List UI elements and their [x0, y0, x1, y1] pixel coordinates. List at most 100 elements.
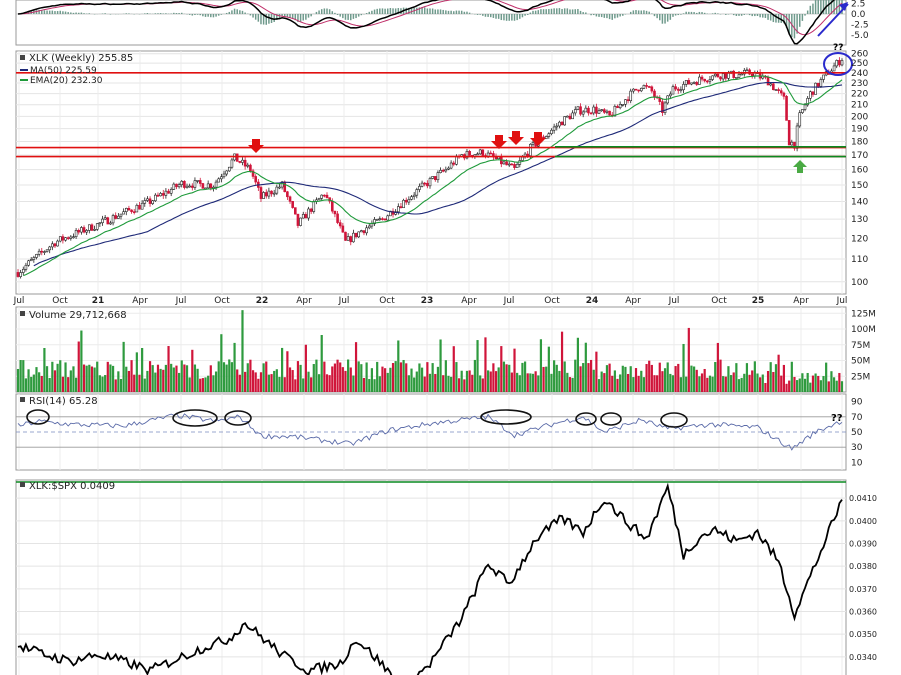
volume-bar: [616, 378, 619, 392]
candle-body: [835, 60, 839, 67]
candle-body: [669, 93, 672, 97]
x-tick-label: Jul: [836, 296, 848, 306]
candle-body: [684, 80, 688, 85]
volume-bar: [307, 371, 310, 392]
volume-bar: [19, 359, 22, 392]
volume-bar: [77, 341, 80, 392]
volume-bar: [568, 377, 572, 392]
candle-body: [341, 225, 345, 233]
volume-bar: [780, 375, 783, 392]
price-y-tick: 110: [851, 255, 868, 265]
volume-bar: [444, 360, 447, 392]
candle-body: [785, 96, 788, 121]
candle-body: [420, 182, 424, 187]
candle-body: [391, 210, 395, 215]
candle-body: [703, 78, 706, 82]
volume-bar: [703, 368, 706, 392]
candle-body: [840, 60, 844, 66]
volume-bar: [579, 366, 582, 392]
volume-bar: [257, 378, 260, 392]
price-y-tick: 220: [851, 90, 868, 100]
candle-body: [309, 208, 313, 212]
volume-bar: [230, 362, 234, 392]
trend-arrow-head: [839, 2, 848, 11]
volume-bar: [236, 369, 239, 392]
volume-bar: [537, 375, 540, 392]
volume-bar: [114, 379, 117, 392]
candle-body: [521, 156, 524, 161]
candle-body: [291, 201, 294, 208]
candle-body: [333, 210, 337, 215]
x-tick-label: Oct: [711, 296, 727, 306]
candle-body: [143, 200, 147, 204]
volume-bar: [365, 362, 368, 392]
volume-bar: [679, 377, 682, 392]
volume-bar: [555, 364, 558, 392]
candle-body: [119, 213, 123, 217]
candle-body: [587, 107, 590, 114]
candle-body: [616, 106, 619, 109]
rsi-y-tick: 50: [851, 428, 863, 438]
candle-body: [183, 180, 186, 188]
volume-bar: [510, 372, 513, 392]
price-panel-bg: [15, 50, 847, 295]
volume-bar: [225, 364, 228, 392]
volume-bar: [708, 375, 712, 392]
volume-bar: [154, 372, 157, 392]
volume-bar: [582, 363, 585, 392]
ma50-legend: MA(50) 225.59: [30, 66, 97, 76]
candle-body: [283, 181, 287, 193]
volume-bar: [605, 365, 609, 392]
volume-bar: [64, 362, 67, 392]
volume-bar: [529, 373, 532, 392]
volume-bar: [312, 364, 315, 392]
volume-bar: [302, 378, 305, 392]
candle-body: [21, 268, 25, 273]
price-y-tick: 250: [851, 59, 868, 69]
volume-bar: [59, 360, 62, 392]
candle-body: [822, 74, 825, 80]
candle-body: [19, 272, 22, 277]
volume-bar: [178, 372, 181, 392]
ratio-legend: XLK:$SPX 0.0409: [20, 481, 115, 492]
candle-body: [77, 230, 81, 233]
volume-bar: [727, 366, 730, 392]
volume-bar: [133, 374, 136, 392]
candle-body: [439, 170, 442, 173]
support-resistance-lines: [16, 72, 846, 158]
candle-body: [576, 106, 580, 110]
candle-body: [713, 73, 717, 77]
volume-bar: [249, 359, 252, 392]
candle-body: [130, 209, 133, 212]
volume-bar: [558, 370, 561, 392]
volume-bar: [724, 376, 727, 392]
candle-body: [40, 250, 44, 253]
volume-bar: [394, 361, 397, 392]
candle-body: [803, 104, 807, 110]
candle-body: [154, 194, 157, 202]
candle-body: [579, 106, 582, 115]
candle-body: [695, 82, 699, 85]
macd-indicator: [16, 0, 846, 45]
volume-bar: [238, 374, 241, 392]
candle-body: [323, 194, 326, 197]
volume-y-tick: 50M: [851, 357, 870, 367]
candle-body: [325, 194, 329, 198]
volume-bar: [516, 372, 519, 392]
volume-bar: [72, 366, 75, 392]
candle-body: [642, 85, 646, 89]
candle-body: [811, 91, 815, 95]
volume-bar: [502, 361, 506, 392]
volume-bar: [138, 374, 141, 392]
candle-body: [737, 74, 741, 78]
ma50-line: [33, 81, 843, 267]
volume-bar: [199, 378, 202, 392]
candle-body: [573, 109, 577, 114]
candle-body: [402, 199, 405, 209]
volume-bar: [523, 361, 527, 392]
candle-body: [140, 202, 144, 210]
candle-body: [690, 82, 693, 85]
volume-bar: [666, 362, 669, 392]
candle-body: [93, 229, 96, 231]
volume-bar: [278, 376, 281, 392]
